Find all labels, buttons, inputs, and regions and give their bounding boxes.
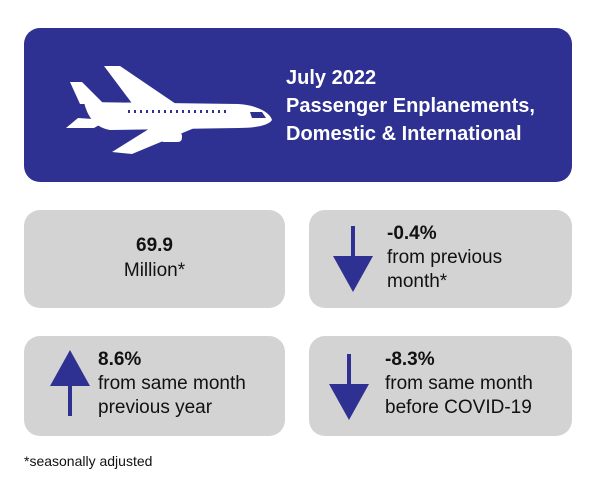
total-value: 69.9 bbox=[136, 235, 173, 256]
prev-year-value: 8.6% bbox=[98, 349, 142, 370]
prev-month-value: -0.4% bbox=[387, 223, 437, 244]
pre-covid-label-1: from same month bbox=[385, 373, 533, 394]
pre-covid-label-2: before COVID-19 bbox=[385, 397, 532, 418]
prev-year-label-1: from same month bbox=[98, 373, 246, 394]
prev-month-label-2: month* bbox=[387, 271, 448, 292]
prev-year-label-2: previous year bbox=[98, 397, 213, 418]
airplane-icon bbox=[66, 66, 272, 154]
pre-covid-value: -8.3% bbox=[385, 349, 435, 370]
total-label: Million* bbox=[123, 260, 186, 281]
title-line-2: Passenger Enplanements, bbox=[286, 95, 535, 117]
arrow-down-icon bbox=[329, 354, 369, 420]
arrow-up-icon bbox=[50, 350, 90, 416]
card-prev-month: -0.4% from previous month* bbox=[309, 210, 572, 308]
footnote: *seasonally adjusted bbox=[24, 453, 153, 469]
arrow-down-icon bbox=[333, 226, 373, 292]
card-pre-covid: -8.3% from same month before COVID-19 bbox=[309, 336, 572, 436]
header-banner: July 2022 Passenger Enplanements, Domest… bbox=[24, 28, 572, 182]
header-title: July 2022 Passenger Enplanements, Domest… bbox=[286, 64, 566, 148]
title-line-1: July 2022 bbox=[286, 67, 377, 89]
card-prev-year: 8.6% from same month previous year bbox=[24, 336, 285, 436]
card-total: 69.9 Million* bbox=[24, 210, 285, 308]
prev-month-label-1: from previous bbox=[387, 247, 503, 268]
title-line-3: Domestic & International bbox=[286, 123, 522, 145]
